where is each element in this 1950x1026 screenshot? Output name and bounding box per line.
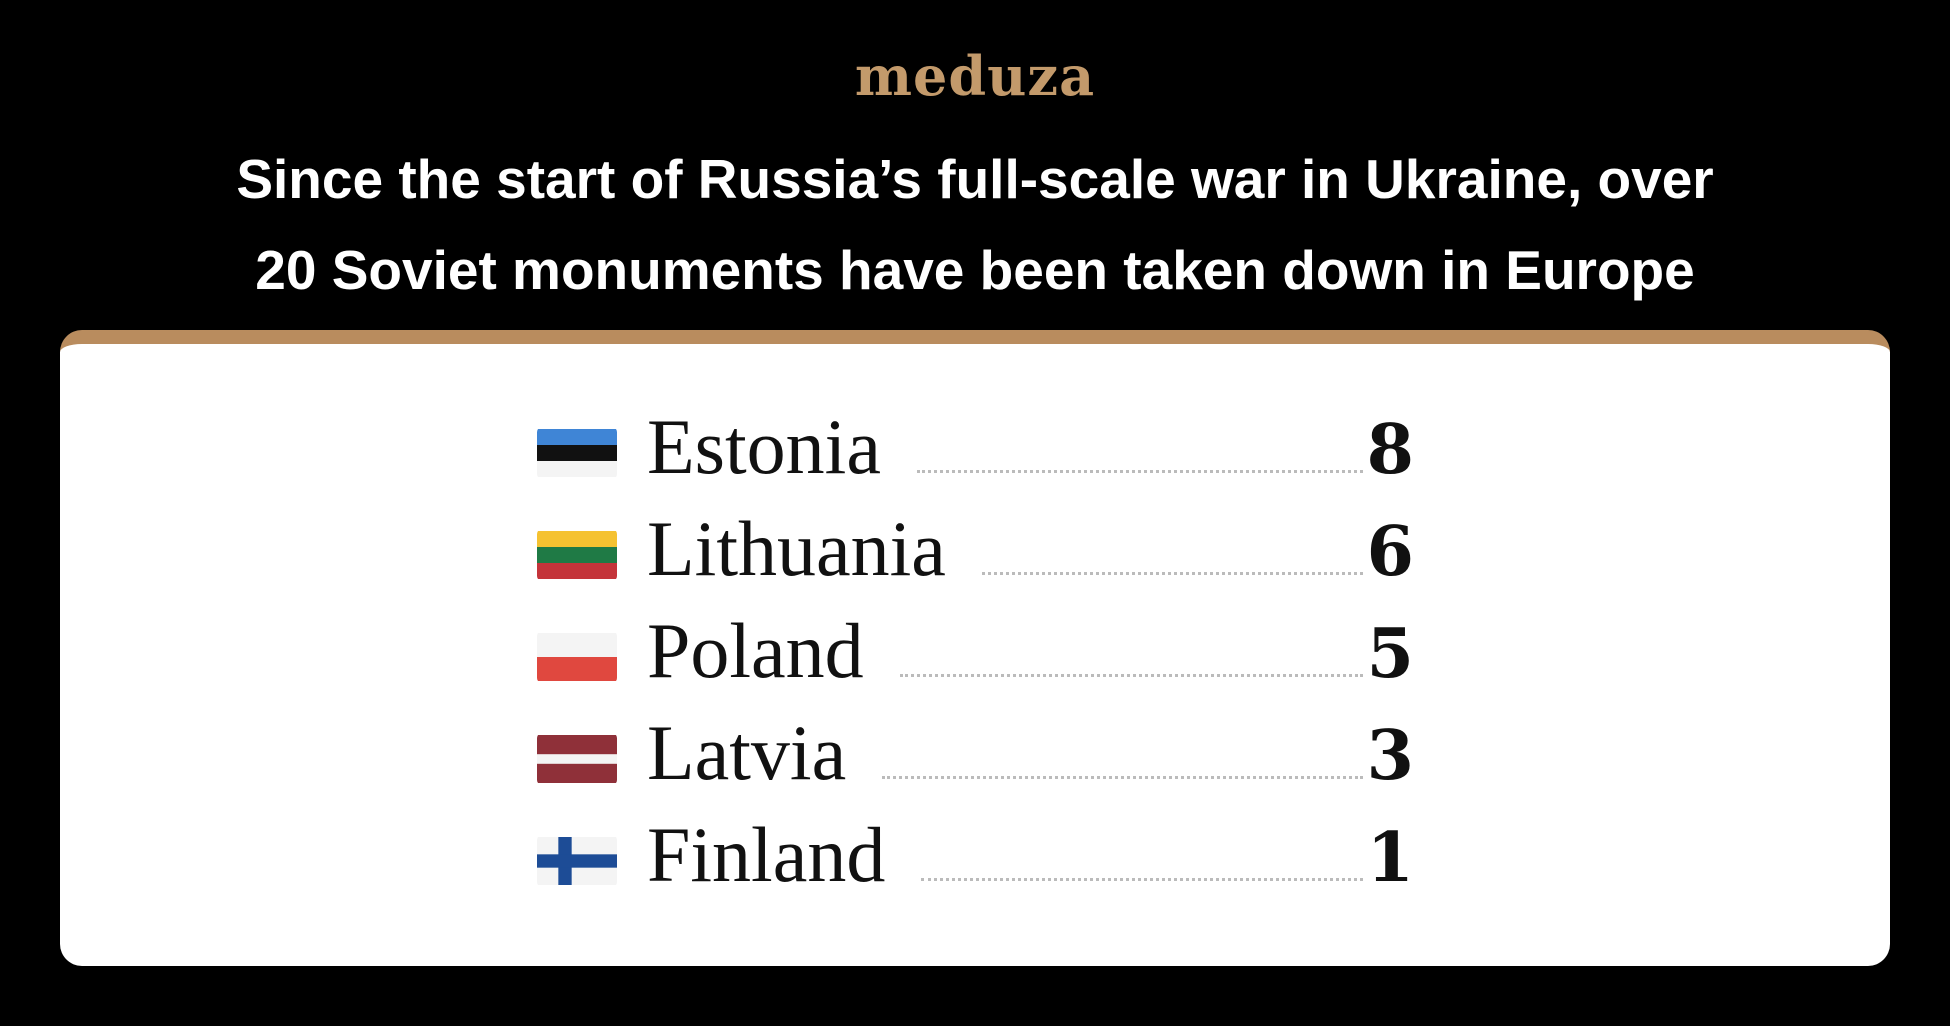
flag — [537, 837, 617, 885]
country: Estonia — [647, 403, 881, 490]
leader — [916, 470, 1363, 473]
country: Latvia — [647, 709, 847, 796]
row: Finland 1 — [537, 810, 1414, 912]
leader — [899, 674, 1363, 677]
flag — [537, 633, 617, 681]
country: Poland — [647, 607, 864, 694]
flag — [537, 735, 617, 783]
row: Poland 5 — [537, 606, 1414, 708]
row: Latvia 3 — [537, 708, 1414, 810]
leader — [921, 878, 1363, 881]
count: 5 — [1366, 614, 1414, 694]
rows: Estonia 8 Lithuania 6 Poland 5 Latvia 3 Finl… — [537, 402, 1414, 912]
count: 3 — [1366, 716, 1414, 796]
flag — [537, 531, 617, 579]
flag — [537, 429, 617, 477]
row: Lithuania 6 — [537, 504, 1414, 606]
title: Since the start of Russia’s full-scale w… — [0, 134, 1950, 316]
leader — [981, 572, 1363, 575]
country: Finland — [647, 811, 886, 898]
title-line: 20 Soviet monuments have been taken down… — [255, 239, 1695, 301]
row: Estonia 8 — [537, 402, 1414, 504]
leader — [882, 776, 1363, 779]
count: 6 — [1366, 512, 1414, 592]
card: Estonia 8 Lithuania 6 Poland 5 Latvia 3 Finl… — [60, 330, 1890, 966]
count: 1 — [1366, 818, 1414, 898]
country: Lithuania — [647, 505, 946, 592]
title-line: Since the start of Russia’s full-scale w… — [236, 148, 1714, 210]
count: 8 — [1366, 410, 1414, 490]
logo: meduza — [854, 44, 1096, 108]
